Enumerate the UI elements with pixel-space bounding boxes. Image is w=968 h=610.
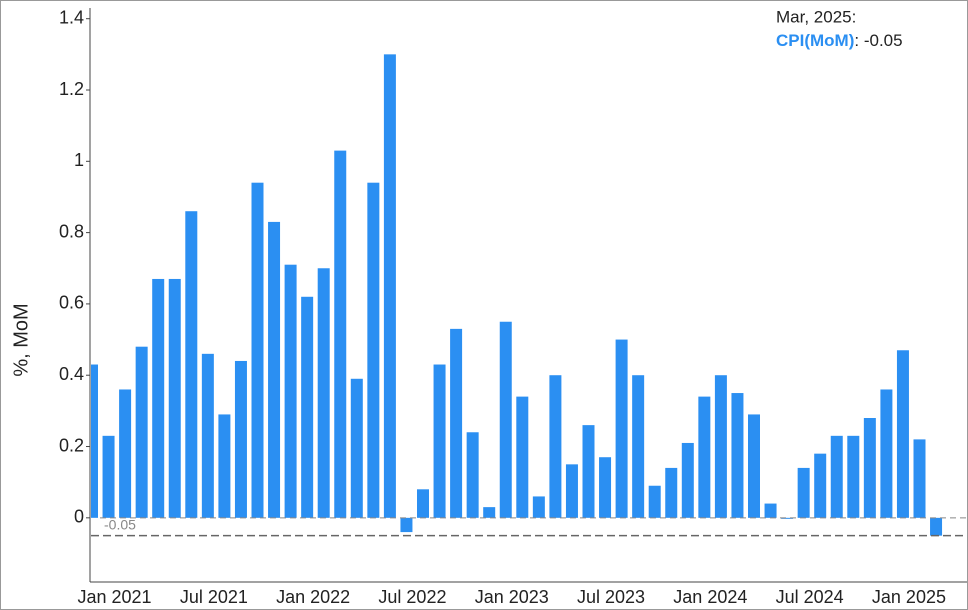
bar [665, 467, 678, 518]
bar [913, 439, 926, 518]
bar [168, 278, 181, 518]
x-tick-label: Jan 2025 [872, 587, 946, 607]
bar [814, 453, 827, 518]
bar [797, 467, 810, 518]
y-tick-label: 1 [74, 150, 84, 170]
y-tick-label: 0.4 [59, 364, 84, 384]
bar [632, 375, 645, 518]
bar [400, 517, 413, 533]
bar [896, 350, 909, 518]
bar [731, 393, 744, 518]
x-tick-label: Jul 2023 [577, 587, 645, 607]
bar [615, 339, 628, 518]
bar [830, 435, 843, 518]
tooltip-value: CPI(MoM): -0.05 [776, 31, 903, 50]
bar [532, 496, 545, 518]
bar [781, 517, 794, 519]
bars [91, 54, 943, 536]
y-tick-label: 1.4 [59, 7, 84, 27]
reference-label: -0.05 [104, 516, 136, 532]
bar [367, 182, 380, 518]
tooltip-series: CPI(MoM) [776, 31, 854, 50]
bar [284, 264, 297, 518]
bar [499, 321, 512, 518]
y-axis-label: %, MoM [10, 303, 32, 376]
bar [450, 328, 463, 518]
bar [433, 364, 446, 518]
bar [268, 221, 281, 518]
x-tick-label: Jan 2021 [78, 587, 152, 607]
tooltip-number: -0.05 [864, 31, 903, 50]
y-tick-label: 0.8 [59, 221, 84, 241]
x-tick-label: Jan 2022 [276, 587, 350, 607]
bar [714, 375, 727, 518]
x-tick-label: Jul 2021 [180, 587, 248, 607]
x-tick-label: Jul 2022 [378, 587, 446, 607]
bar [880, 389, 893, 518]
bar [565, 464, 578, 518]
bar [681, 442, 694, 518]
bar [119, 389, 132, 518]
bar [764, 503, 777, 518]
x-tick-label: Jan 2024 [673, 587, 747, 607]
bar [748, 414, 760, 518]
x-tick-label: Jul 2024 [776, 587, 844, 607]
bar [317, 268, 330, 518]
bar [599, 457, 612, 518]
bar [234, 360, 247, 518]
bar [91, 364, 98, 518]
bar [383, 54, 396, 518]
bar [152, 278, 165, 518]
bar [863, 418, 876, 518]
y-tick-label: 0.6 [59, 293, 84, 313]
bar [417, 489, 429, 518]
bar [102, 435, 115, 518]
bar [185, 211, 198, 518]
bar [549, 375, 562, 518]
bar [483, 507, 496, 518]
bar [218, 414, 231, 518]
bar [698, 396, 711, 518]
bar [847, 435, 860, 518]
x-tick-label: Jan 2023 [475, 587, 549, 607]
bar [466, 432, 479, 518]
bar [350, 378, 363, 518]
bar [930, 517, 943, 536]
bar [201, 353, 214, 518]
y-tick-label: 0 [74, 507, 84, 527]
tooltip-title: Mar, 2025: [776, 7, 856, 26]
bar [301, 296, 314, 518]
bar [648, 485, 661, 518]
y-tick-label: 1.2 [59, 79, 84, 99]
bar [582, 425, 595, 518]
tooltip-sep: : [854, 31, 863, 50]
bar [251, 182, 264, 518]
bar [334, 150, 347, 518]
bar [135, 346, 148, 518]
bar [516, 396, 529, 518]
y-tick-label: 0.2 [59, 435, 84, 455]
